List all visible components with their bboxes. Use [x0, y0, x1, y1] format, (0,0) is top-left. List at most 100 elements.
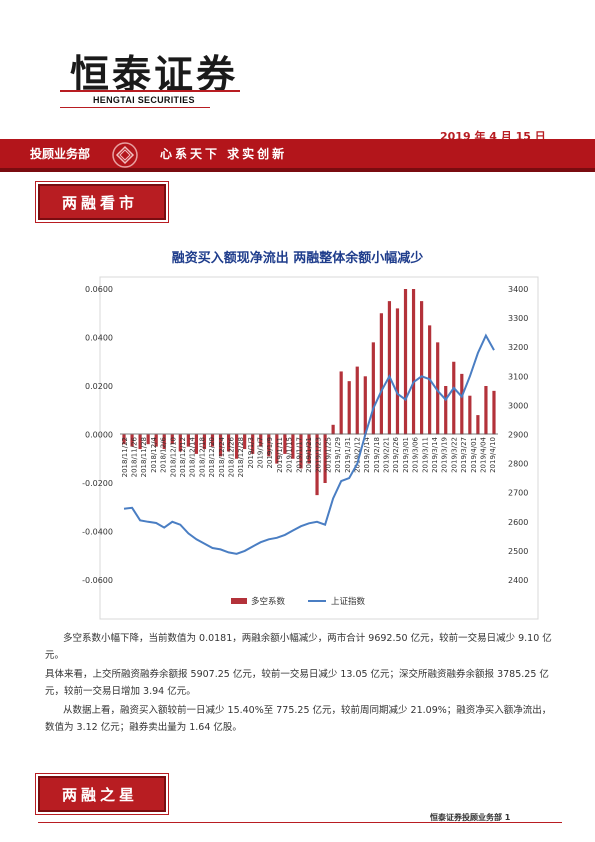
bar-long-short-ratio: [411, 289, 416, 435]
y-left-tick-label: 0.0400: [85, 334, 113, 343]
page-footer: 恒泰证券投顾业务部 1: [430, 813, 511, 822]
x-tick-label: 2018/11/28: [140, 437, 148, 477]
bar-long-short-ratio: [379, 313, 383, 435]
y-left-tick-label: 0.0000: [85, 431, 113, 440]
x-tick-label: 2019/1/23: [315, 437, 323, 473]
x-tick-label: 2019/1/29: [334, 437, 342, 473]
y-left-tick-label: 0.0600: [85, 285, 113, 294]
department-label: 投顾业务部: [30, 147, 91, 161]
bar-long-short-ratio: [436, 342, 440, 435]
x-tick-label: 2019/1/15: [286, 437, 294, 473]
x-tick-label: 2019/1/21: [305, 437, 313, 473]
x-tick-label: 2019/4/04: [479, 436, 487, 472]
bar-long-short-ratio: [275, 434, 279, 464]
x-tick-label: 2018/12/28: [237, 437, 245, 477]
bar-long-short-ratio: [331, 424, 335, 435]
bar-long-short-ratio: [243, 434, 247, 450]
paragraph-exchange-detail: 具体来看，上交所融资融券余额报 5907.25 亿元，较前一交易日减少 13.0…: [45, 669, 549, 697]
bar-long-short-ratio: [307, 434, 311, 464]
bar-long-short-ratio: [363, 376, 367, 435]
logo-english: HENGTAI SECURITIES: [93, 95, 195, 105]
x-tick-label: 2019/2/14: [363, 436, 371, 472]
y-right-tick-label: 2900: [508, 431, 528, 440]
x-tick-label: 2018/12/24: [218, 436, 226, 477]
paragraph-financing-data: 从数据上看，融资买入额较前一日减少 15.40%至 775.25 亿元，较前周同…: [45, 705, 552, 733]
y-right-tick-label: 2400: [508, 576, 528, 585]
x-tick-label: 2018/12/18: [198, 437, 206, 477]
x-tick-label: 2019/3/19: [441, 437, 449, 473]
bar-long-short-ratio: [355, 366, 359, 435]
y-left-tick-label: -0.0200: [82, 479, 113, 488]
company-emblem-icon: [112, 142, 138, 168]
x-tick-label: 2018/12/12: [179, 437, 187, 477]
x-tick-label: 2019/1/31: [344, 437, 352, 473]
y-right-tick-label: 3300: [508, 314, 528, 323]
bar-long-short-ratio: [371, 342, 375, 435]
series-line-shanghai-index: [123, 333, 495, 555]
x-tick-label: 2019/2/12: [353, 437, 361, 473]
x-tick-label: 2019/3/27: [460, 437, 468, 473]
x-tick-label: 2019/3/01: [402, 437, 410, 473]
bar-long-short-ratio: [315, 434, 319, 496]
x-tick-label: 2019/1/17: [295, 437, 303, 473]
x-tick-label: 2019/1/11: [276, 437, 284, 473]
y-right-tick-label: 2600: [508, 518, 528, 527]
x-tick-label: 2018/12/20: [208, 437, 216, 477]
bar-long-short-ratio: [154, 434, 158, 447]
y-right-tick-label: 2800: [508, 460, 528, 469]
x-tick-label: 2019/2/21: [383, 437, 391, 473]
y-right-tick-label: 3200: [508, 343, 528, 352]
bar-long-short-ratio: [218, 434, 223, 457]
x-tick-label: 2018/12/10: [169, 437, 177, 477]
bar-long-short-ratio: [226, 434, 231, 452]
bar-long-short-ratio: [452, 361, 456, 435]
x-tick-label: 2019/3/14: [431, 436, 439, 472]
section-title: 两融看市: [61, 194, 138, 212]
bar-long-short-ratio: [395, 308, 400, 435]
x-tick-label: 2019/4/10: [489, 437, 497, 473]
paragraph-summary: 多空系数小幅下降，当前数值为 0.0181，两融余额小幅减少，两市合计 9692…: [45, 633, 552, 661]
y-right-tick-label: 2500: [508, 547, 528, 556]
x-tick-label: 2019/1/7: [257, 437, 265, 468]
x-tick-label: 2018/12/26: [227, 436, 235, 477]
bar-long-short-ratio: [162, 434, 166, 450]
logo-underline: [60, 107, 210, 108]
y-left-tick-label: 0.0200: [85, 382, 113, 391]
bar-long-short-ratio: [210, 434, 215, 447]
bar-long-short-ratio: [492, 390, 496, 435]
x-tick-label: 2019/1/25: [324, 437, 332, 473]
x-tick-label: 2019/2/26: [392, 436, 400, 472]
bar-long-short-ratio: [468, 395, 472, 435]
legend-label-line: 上证指数: [331, 596, 366, 607]
bar-long-short-ratio: [146, 434, 150, 445]
bar-long-short-ratio: [186, 434, 190, 447]
bar-long-short-ratio: [267, 434, 271, 457]
bar-long-short-ratio: [283, 434, 287, 454]
bar-long-short-ratio: [403, 289, 408, 435]
bar-long-short-ratio: [235, 434, 239, 459]
footer-divider: [38, 822, 562, 823]
header-banner-shadow: [0, 168, 595, 172]
x-tick-label: 2019/3/22: [450, 437, 458, 473]
y-left-tick-label: -0.0400: [82, 528, 113, 537]
section-title: 两融之星: [61, 786, 138, 804]
company-slogan: 心系天下 求实创新: [160, 147, 288, 161]
x-tick-label: 2019/3/11: [421, 437, 429, 473]
x-tick-label: 2019/2/18: [373, 437, 381, 473]
legend-label-bars: 多空系数: [251, 596, 286, 607]
bar-long-short-ratio: [138, 434, 142, 450]
section-header-box: [38, 184, 166, 220]
bar-long-short-ratio: [170, 434, 174, 445]
bar-long-short-ratio: [291, 434, 295, 459]
bar-long-short-ratio: [460, 373, 464, 435]
bar-long-short-ratio: [419, 301, 424, 435]
bar-long-short-ratio: [484, 386, 488, 435]
bar-long-short-ratio: [130, 434, 134, 447]
chart-frame: [99, 276, 539, 620]
x-tick-label: 2019/1/3: [247, 437, 255, 468]
legend-swatch-bars: [231, 598, 247, 604]
x-tick-label: 2018/12/6: [160, 436, 168, 472]
y-right-tick-label: 2700: [508, 489, 528, 498]
x-tick-label: 2018/11/22: [121, 437, 129, 477]
bar-long-short-ratio: [251, 434, 255, 454]
